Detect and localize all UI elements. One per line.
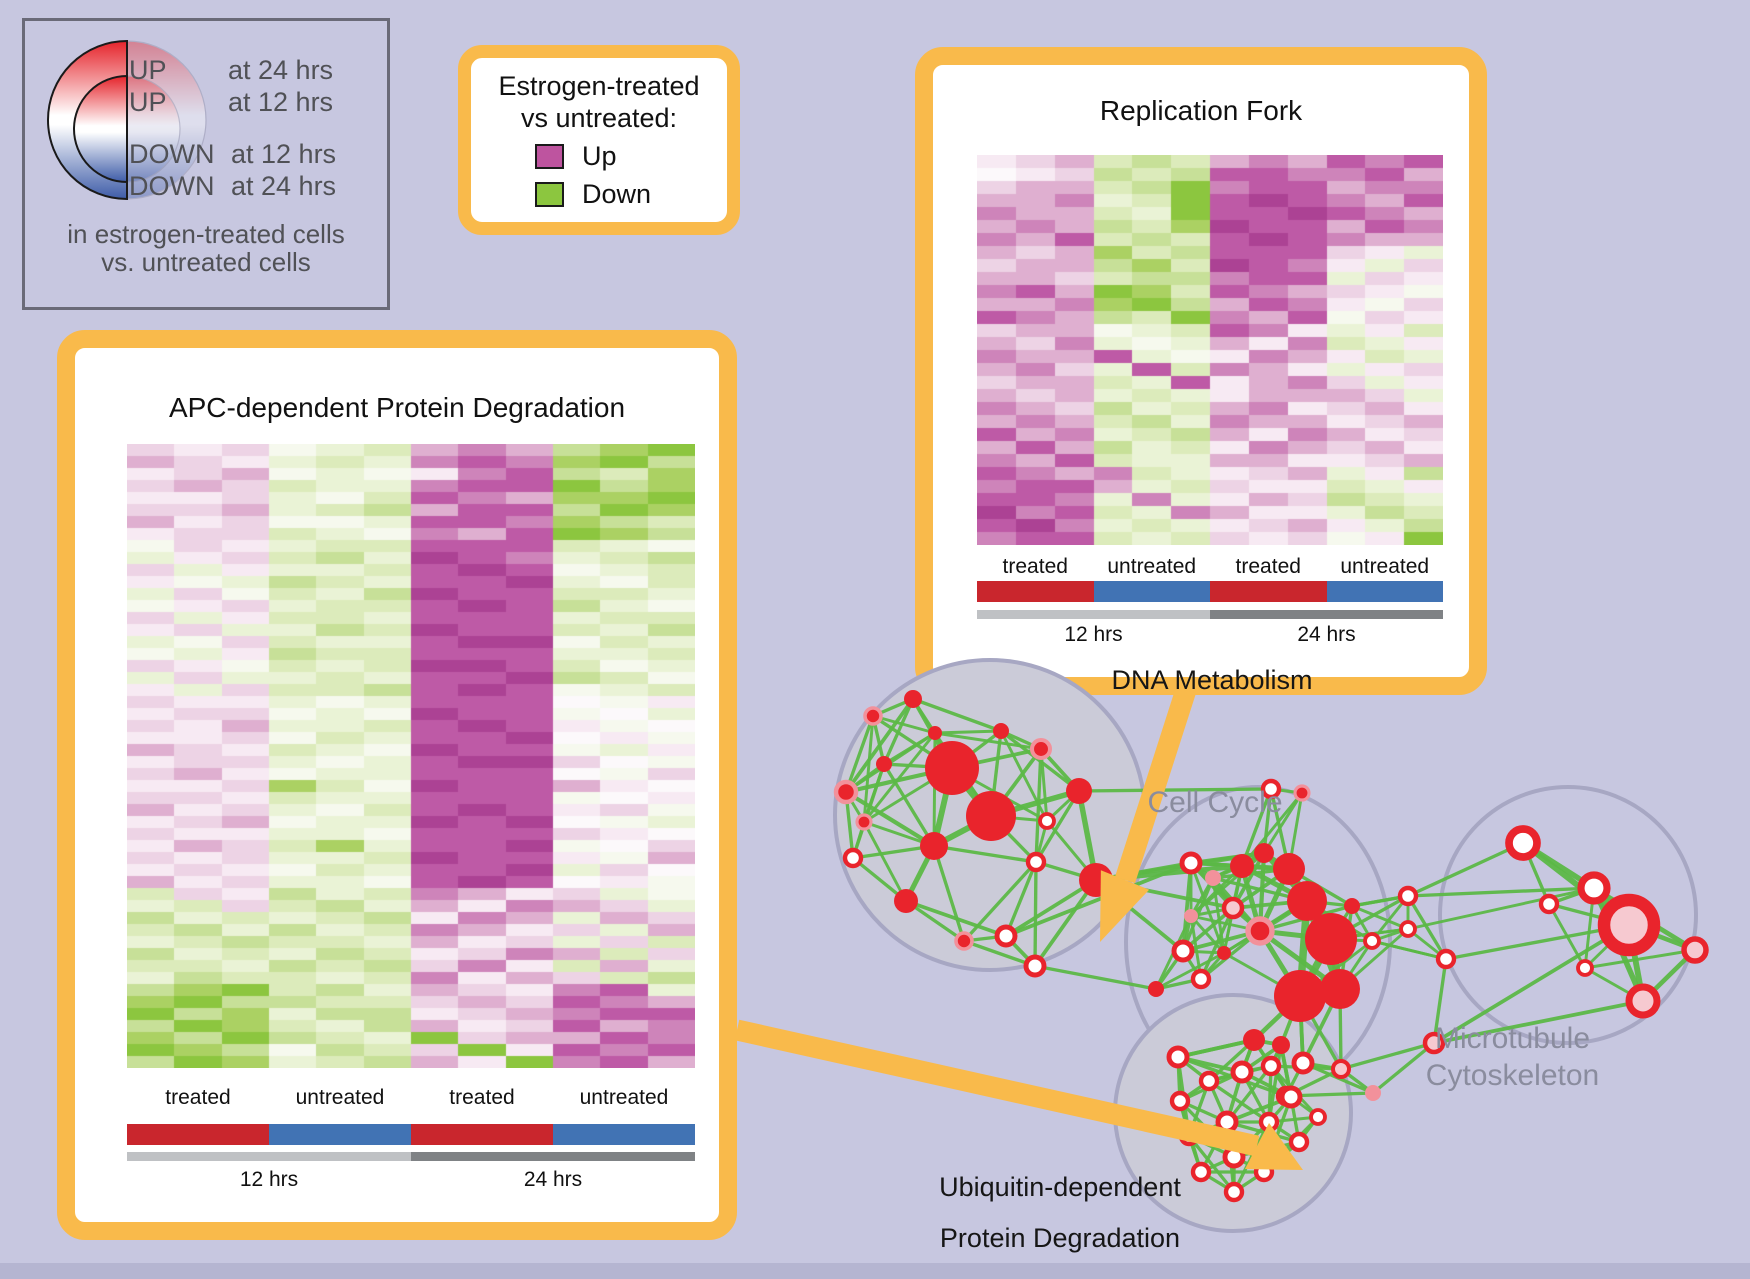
group-label: untreated [295,1086,385,1109]
legend-title-line1: Estrogen-treated [498,71,700,101]
ubiquitin-label-line1: Ubiquitin-dependent [939,1172,1181,1202]
treated-bar [1210,581,1327,602]
group-label: treated [449,1086,515,1109]
untreated-bar [269,1124,411,1145]
time24-bar [411,1152,695,1161]
bottom-edge-strip [0,1263,1750,1279]
legend-caption-line2: vs. untreated cells [101,247,311,277]
group-label: untreated [579,1086,669,1109]
up-color-swatch [535,143,564,169]
time-label: at 12 hrs [228,87,334,117]
time12-bar [977,610,1210,619]
untreated-bar [1326,581,1443,602]
time-label: at 24 hrs [231,171,337,201]
direction-label: UP [129,87,167,117]
time-label: at 12 hrs [231,139,337,169]
replication-fork-panel: Replication Fork treated untreated treat… [915,47,1487,695]
treated-bar [977,581,1094,602]
legend-title-line2: vs untreated: [520,103,678,133]
microtubule-label-line1: Microtubule [1434,1022,1591,1055]
direction-label: UP [129,55,167,85]
inner-ring-right-half [126,75,181,183]
direction-label: DOWN [129,171,215,201]
apc-degradation-panel: APC-dependent Protein Degradation treate… [57,330,737,1240]
cluster-label-dna: DNA Metabolism [1111,665,1313,695]
cluster-label-microtubule: Microtubule Cytoskeleton [1355,1020,1670,1094]
time24-bar [1210,610,1443,619]
panel-title: APC-dependent Protein Degradation [168,392,626,423]
treated-bar [411,1124,553,1145]
updown-legend-box: UP at 24 hrs UP at 12 hrs DOWN at 12 hrs… [22,18,390,310]
estrogen-legend-box: Estrogen-treated vs untreated: Up Down [458,45,740,235]
updown-ring-diagram [47,39,207,201]
group-label: treated [1235,555,1301,578]
apc-degradation-heatmap [127,444,695,1068]
group-label: untreated [1340,555,1430,578]
legend-caption-line1: in estrogen-treated cells [67,219,345,249]
cluster-label-ubiquitin: Ubiquitin-dependent Protein Degradation [870,1162,1250,1264]
group-label: treated [165,1086,231,1109]
direction-label: DOWN [129,139,215,169]
replication-fork-heatmap [977,155,1443,545]
time-label-12hrs: 12 hrs [239,1168,299,1191]
down-label: Down [582,178,652,209]
time-label-12hrs: 12 hrs [1064,623,1123,646]
time-label-24hrs: 24 hrs [523,1168,583,1191]
time12-bar [127,1152,411,1161]
group-label: treated [1002,555,1068,578]
cluster-label-cell-cycle: Cell Cycle [1147,786,1283,819]
time-label: at 24 hrs [228,55,334,85]
treated-bar [127,1124,269,1145]
legend-item-up: Up [535,140,727,172]
up-label: Up [582,140,617,171]
panel-title: Replication Fork [1099,95,1303,126]
group-label: untreated [1107,555,1197,578]
down-color-swatch [535,181,564,207]
inner-ring-left-half [73,74,128,184]
legend-item-down: Down [535,178,727,210]
microtubule-label-line2: Cytoskeleton [1425,1059,1600,1092]
time-label-24hrs: 24 hrs [1297,623,1356,646]
untreated-bar [553,1124,695,1145]
ubiquitin-label-line2: Protein Degradation [939,1223,1181,1253]
untreated-bar [1093,581,1210,602]
